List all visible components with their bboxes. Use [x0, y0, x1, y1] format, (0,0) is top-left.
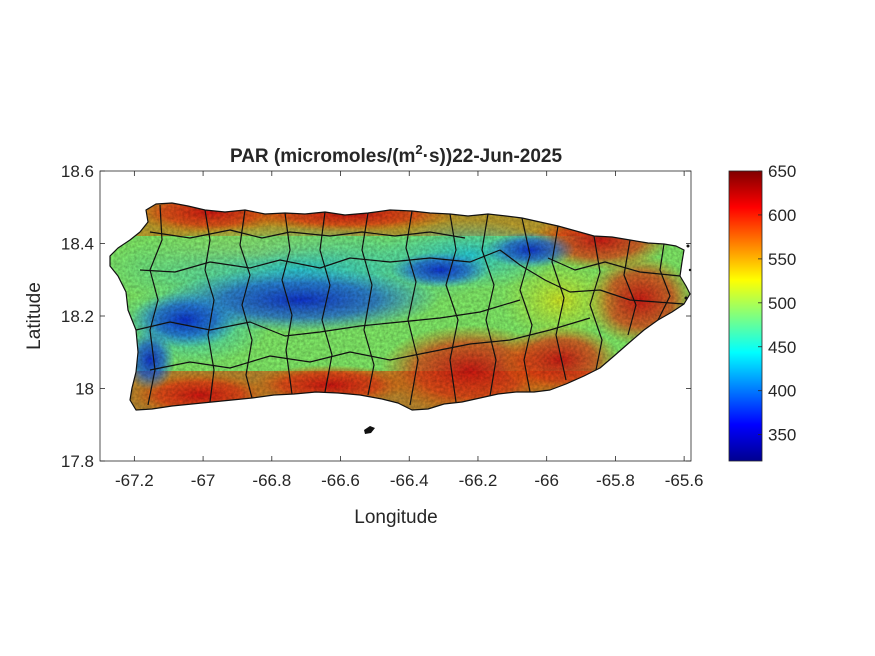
x-tick-label: -66.4 [390, 471, 429, 490]
x-tick-label: -66.8 [252, 471, 291, 490]
y-axis-ticks: 17.8 18 18.2 18.4 18.6 [61, 162, 691, 471]
colorbar-tick-label: 400 [768, 382, 796, 401]
municipal-boundaries [109, 202, 691, 411]
colorbar-tick-label: 650 [768, 162, 796, 181]
x-tick-label: -65.8 [596, 471, 635, 490]
y-tick-label: 18.6 [61, 162, 94, 181]
islets [364, 244, 692, 434]
colorbar: 350 400 450 500 550 600 650 [728, 162, 796, 462]
x-tick-label: -67 [191, 471, 216, 490]
x-axis-label: Longitude [354, 507, 437, 528]
map-title: PAR (micromoles/(m2·s))22-Jun-2025 [230, 142, 563, 167]
y-tick-label: 17.8 [61, 452, 94, 471]
y-tick-label: 18 [75, 380, 94, 399]
colorbar-ticks: 350 400 450 500 550 600 650 [758, 162, 796, 445]
colorbar-tick-label: 500 [768, 294, 796, 313]
colorbar-tick-label: 450 [768, 338, 796, 357]
x-axis-ticks: -67.2 -67 -66.8 -66.6 -66.4 -66.2 -66 -65.8 -65.… [115, 171, 704, 490]
x-tick-label: -66.2 [459, 471, 498, 490]
y-tick-label: 18.4 [61, 235, 94, 254]
colorbar-tick-label: 350 [768, 426, 796, 445]
colorbar-tick-label: 550 [768, 250, 796, 269]
colorbar-tick-label: 600 [768, 206, 796, 225]
x-tick-label: -66 [534, 471, 559, 490]
y-tick-label: 18.2 [61, 307, 94, 326]
y-axis-label: Latitude [24, 282, 45, 350]
x-tick-label: -67.2 [115, 471, 154, 490]
colorbar-gradient [728, 170, 763, 462]
x-tick-label: -66.6 [321, 471, 360, 490]
x-tick-label: -65.6 [665, 471, 704, 490]
